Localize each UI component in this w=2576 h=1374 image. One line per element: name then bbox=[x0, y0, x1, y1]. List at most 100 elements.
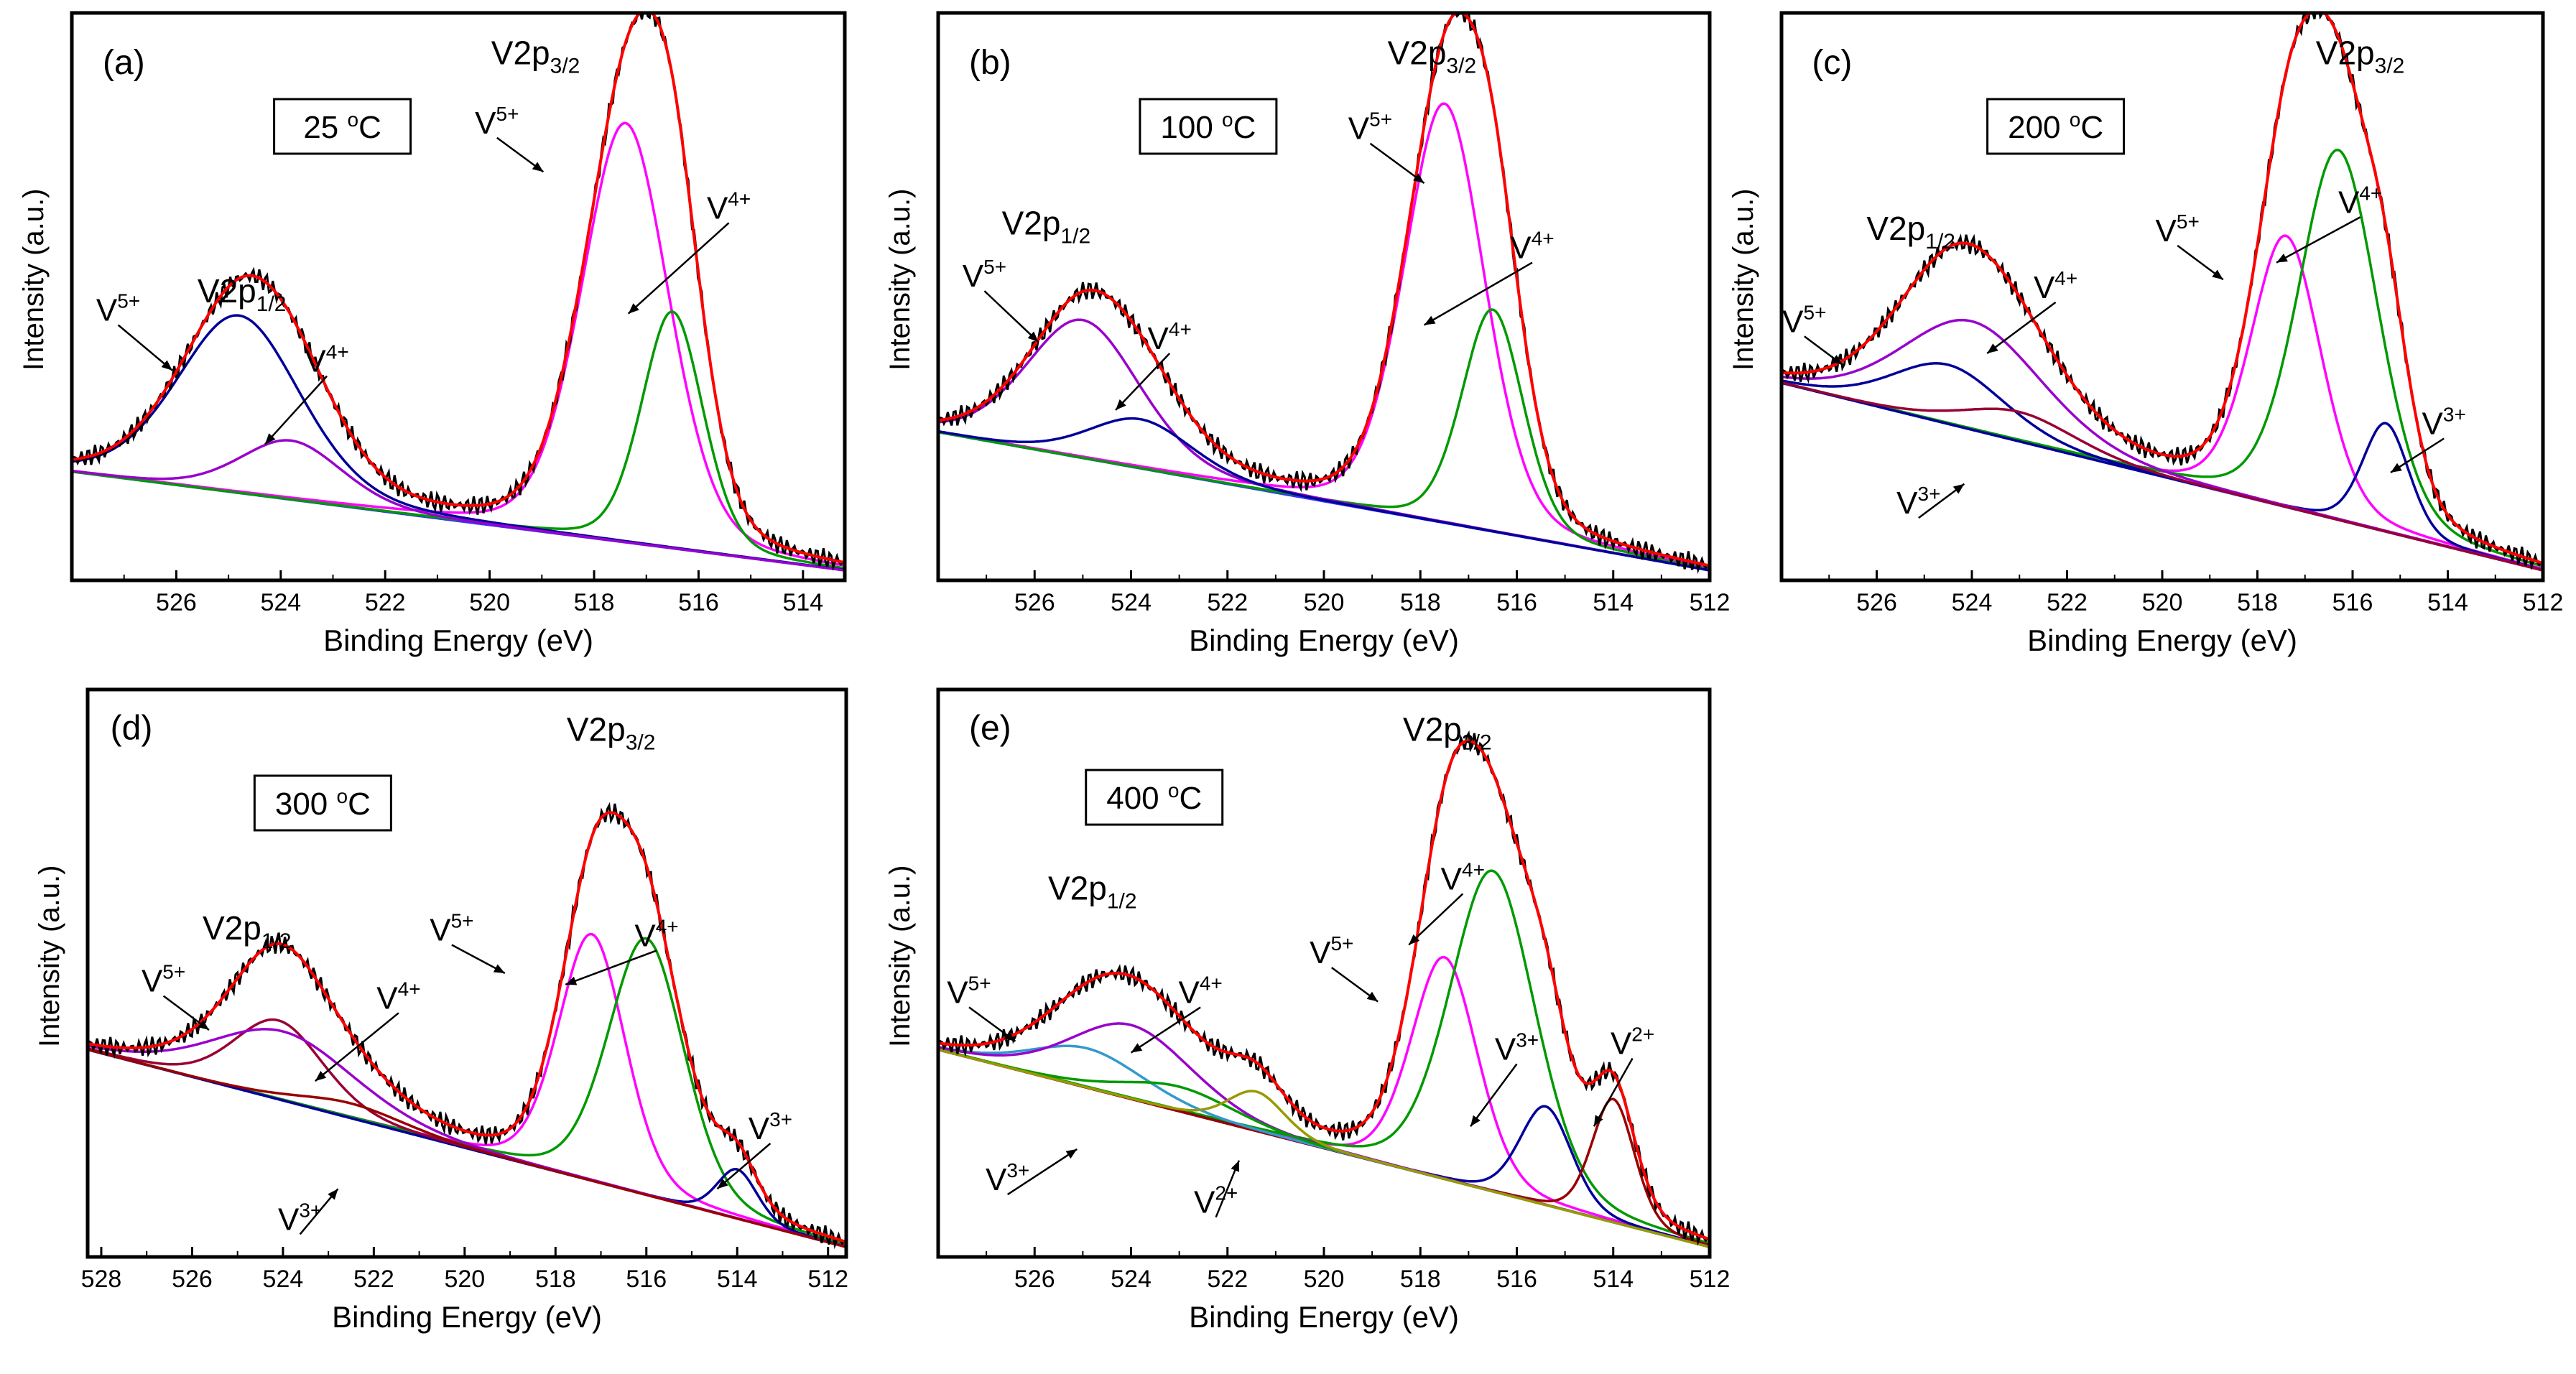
tag-label-b-1: V4+ bbox=[1510, 228, 1554, 266]
peak-a-3 bbox=[72, 439, 845, 572]
axes-frame-d bbox=[85, 687, 848, 1259]
x-axis-label-c: Binding Energy (eV) bbox=[2027, 623, 2297, 657]
tag-label-e-2: V3+ bbox=[1495, 1029, 1539, 1067]
tag-label-d-5: V3+ bbox=[278, 1199, 322, 1237]
x-tick-label-d-1: 526 bbox=[172, 1266, 213, 1293]
x-axis-label-e: Binding Energy (eV) bbox=[1189, 1300, 1459, 1334]
temperature-label-a: 25 oC bbox=[303, 108, 381, 145]
envelope-b bbox=[938, 13, 1710, 567]
tag-arrow-e-2 bbox=[1470, 1063, 1518, 1128]
tag-label-e-5: V4+ bbox=[1179, 972, 1223, 1010]
tag-arrow-b-2 bbox=[983, 290, 1039, 343]
tag-label-c-4: V4+ bbox=[2034, 267, 2077, 305]
x-tick-label-b-4: 518 bbox=[1400, 589, 1441, 616]
peak-c-5 bbox=[1782, 381, 2543, 572]
tag-label-d-3: V5+ bbox=[142, 961, 185, 999]
tag-label-b-2: V5+ bbox=[963, 256, 1006, 294]
panel-label-e: (e) bbox=[969, 709, 1011, 747]
tag-label-e-4: V5+ bbox=[947, 972, 991, 1010]
tag-label-c-1: V4+ bbox=[2338, 182, 2382, 220]
peak-label-v2p32-c: V2p3/2 bbox=[2316, 34, 2405, 78]
tag-arrow-e-3 bbox=[1593, 1057, 1634, 1127]
temperature-box-b bbox=[1139, 98, 1278, 155]
tag-label-d-1: V4+ bbox=[634, 915, 678, 953]
x-tick-label-e-7: 512 bbox=[1690, 1266, 1731, 1293]
tag-arrow-d-1 bbox=[565, 950, 657, 985]
temperature-box-c bbox=[1986, 98, 2126, 155]
tag-label-c-5: V3+ bbox=[1896, 483, 1940, 521]
x-axis-label-b: Binding Energy (eV) bbox=[1189, 623, 1459, 657]
x-tick-label-b-0: 526 bbox=[1014, 589, 1055, 616]
x-tick-label-c-6: 514 bbox=[2427, 589, 2468, 616]
x-tick-label-b-7: 512 bbox=[1690, 589, 1731, 616]
raw-data-c bbox=[1782, 13, 2543, 571]
plot-area-c bbox=[1782, 13, 2543, 572]
y-axis-label-b: Intensity (a.u.) bbox=[884, 189, 916, 371]
tag-label-e-3: V2+ bbox=[1611, 1023, 1654, 1062]
x-tick-label-e-6: 514 bbox=[1593, 1266, 1634, 1293]
tag-label-a-0: V5+ bbox=[475, 103, 519, 141]
x-tick-label-c-3: 520 bbox=[2142, 589, 2183, 616]
tag-arrow-a-1 bbox=[627, 222, 730, 315]
tag-arrow-d-4 bbox=[315, 1012, 399, 1082]
plot-area-d bbox=[88, 802, 846, 1250]
temperature-box-a bbox=[273, 98, 412, 155]
x-tick-label-b-6: 514 bbox=[1593, 589, 1634, 616]
panel-d: 528 526 524 522 520 518 516 514 512 Binding Energ… bbox=[34, 687, 848, 1334]
peak-label-v2p12-e: V2p1/2 bbox=[1048, 870, 1137, 914]
panel-label-b: (b) bbox=[969, 44, 1011, 82]
tag-label-e-7: V2+ bbox=[1194, 1182, 1238, 1220]
y-axis-label-c: Intensity (a.u.) bbox=[1728, 189, 1759, 371]
x-tick-label-d-7: 514 bbox=[717, 1266, 758, 1293]
x-axis-label-d: Binding Energy (eV) bbox=[332, 1300, 602, 1334]
tag-arrow-e-6 bbox=[1006, 1148, 1078, 1196]
axes-frame-b bbox=[936, 11, 1712, 582]
tag-arrow-d-2 bbox=[716, 1143, 772, 1190]
temperature-label-c: 200 oC bbox=[2008, 108, 2103, 145]
peak-label-v2p32-e: V2p3/2 bbox=[1403, 710, 1492, 754]
tag-label-e-6: V3+ bbox=[986, 1159, 1029, 1197]
panel-label-d: (d) bbox=[111, 709, 153, 747]
tag-arrow-e-5 bbox=[1130, 1006, 1201, 1054]
temperature-box-e bbox=[1085, 769, 1224, 826]
axes-frame-e bbox=[936, 687, 1712, 1259]
x-axis-label-a: Binding Energy (eV) bbox=[323, 623, 593, 657]
x-tick-label-a-2: 522 bbox=[365, 589, 406, 616]
axes-frame-a bbox=[70, 11, 847, 582]
panel-label-c: (c) bbox=[1812, 44, 1852, 82]
x-tick-label-d-0: 528 bbox=[81, 1266, 122, 1293]
x-tick-label-c-7: 512 bbox=[2523, 589, 2564, 616]
peak-label-v2p12-a: V2p1/2 bbox=[198, 272, 287, 316]
tag-arrow-b-1 bbox=[1423, 261, 1533, 326]
panel-c: 526 524 522 520 518 516 514 512 Binding Energy (… bbox=[1728, 11, 2564, 657]
temperature-label-d: 300 oC bbox=[275, 785, 371, 822]
tag-arrow-e-1 bbox=[1408, 893, 1464, 946]
tag-label-d-2: V3+ bbox=[749, 1108, 792, 1146]
raw-data-a bbox=[72, 13, 845, 571]
peak-label-v2p12-c: V2p1/2 bbox=[1866, 210, 1955, 254]
tag-arrow-b-0 bbox=[1369, 142, 1425, 185]
x-tick-label-c-1: 524 bbox=[1952, 589, 1993, 616]
x-tick-label-d-8: 512 bbox=[807, 1266, 848, 1293]
peak-e-1 bbox=[938, 869, 1710, 1245]
panel-a: 526 524 522 520 518 516 514 Binding Energy (eV)… bbox=[18, 11, 847, 657]
peak-d-1 bbox=[88, 937, 846, 1246]
x-tick-label-a-1: 524 bbox=[260, 589, 301, 616]
plot-area-a bbox=[72, 13, 845, 572]
tag-label-a-2: V5+ bbox=[96, 290, 140, 328]
x-tick-label-c-5: 516 bbox=[2332, 589, 2373, 616]
x-tick-label-e-1: 524 bbox=[1111, 1266, 1152, 1293]
x-tick-label-a-5: 516 bbox=[678, 589, 719, 616]
panel-b: 526 524 522 520 518 516 514 512 Binding Energy (… bbox=[884, 11, 1731, 657]
tag-label-c-2: V3+ bbox=[2422, 404, 2466, 442]
tag-label-a-1: V4+ bbox=[707, 187, 751, 226]
x-tick-label-c-4: 518 bbox=[2237, 589, 2278, 616]
y-axis-label-e: Intensity (a.u.) bbox=[884, 865, 916, 1047]
plot-area-e bbox=[938, 730, 1710, 1248]
tag-arrow-b-3 bbox=[1115, 353, 1171, 411]
temperature-label-b: 100 oC bbox=[1160, 108, 1256, 145]
tag-arrow-a-3 bbox=[264, 375, 328, 445]
plot-area-b bbox=[938, 13, 1710, 575]
envelope-a bbox=[72, 13, 845, 565]
